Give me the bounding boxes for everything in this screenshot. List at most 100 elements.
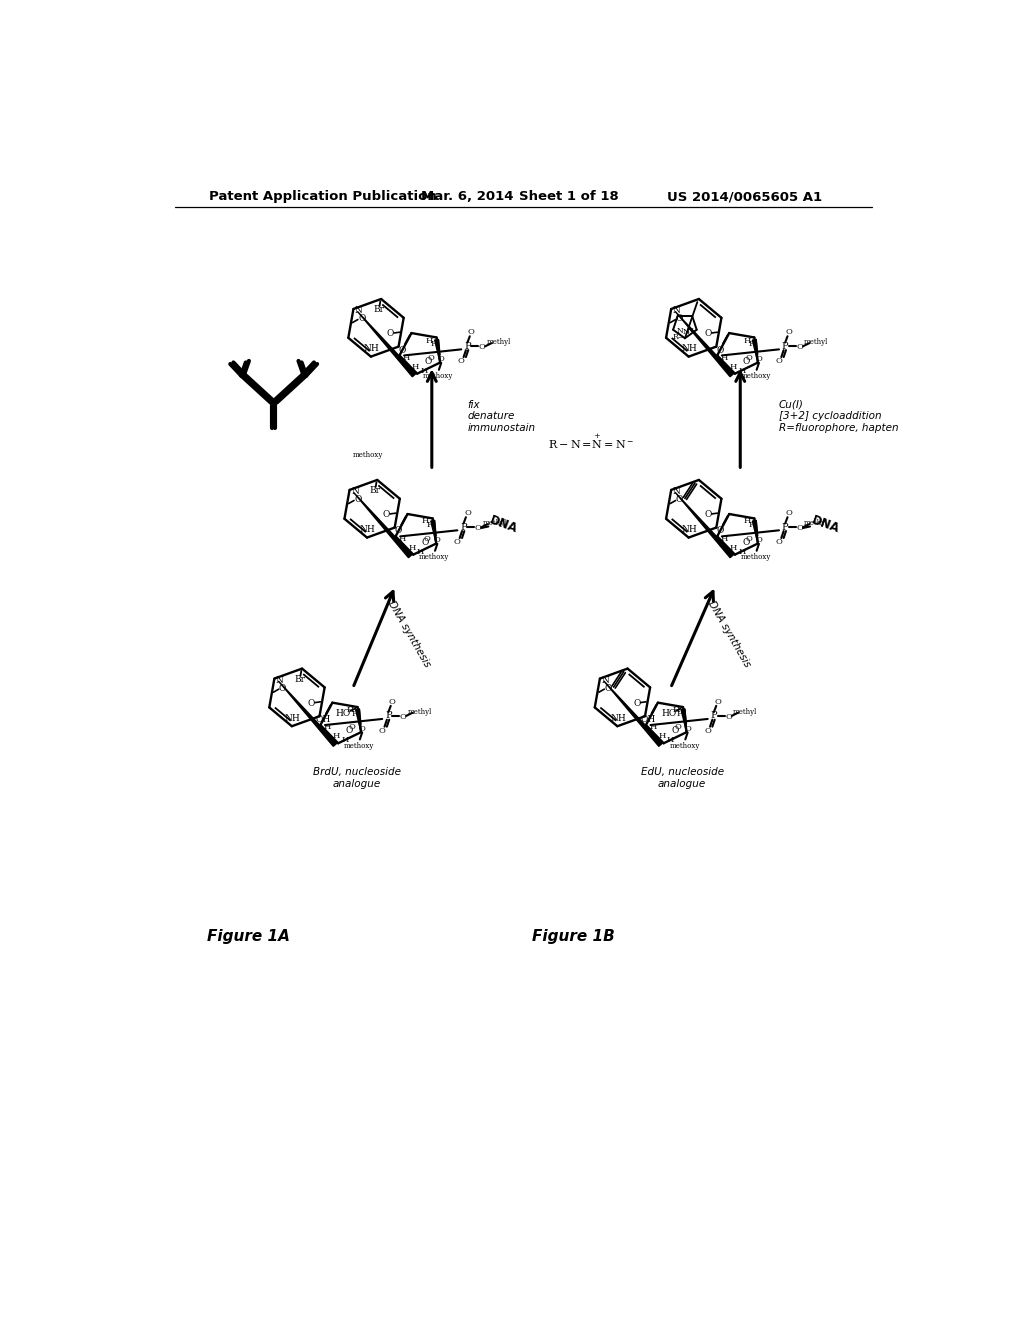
Text: H: H <box>409 544 416 552</box>
Text: O: O <box>398 346 406 355</box>
Text: methoxy: methoxy <box>423 372 454 380</box>
Text: H: H <box>667 737 674 744</box>
Text: methyl: methyl <box>486 338 511 346</box>
Text: O: O <box>705 329 712 338</box>
Text: N: N <box>686 327 693 335</box>
Text: N: N <box>673 306 681 315</box>
Text: Figure 1B: Figure 1B <box>532 928 615 944</box>
Text: NH: NH <box>285 714 300 723</box>
Text: O: O <box>387 329 394 338</box>
Text: Patent Application Publication: Patent Application Publication <box>209 190 437 203</box>
Text: Br: Br <box>370 486 380 495</box>
Text: H: H <box>426 337 433 345</box>
Text: DNA synthesis: DNA synthesis <box>706 599 752 669</box>
Text: methyl: methyl <box>804 519 828 528</box>
Polygon shape <box>434 339 440 363</box>
Text: $\mathregular{R-N=\!\overset{+}{N}=N^-}$: $\mathregular{R-N=\!\overset{+}{N}=N^-}$ <box>549 432 635 451</box>
Text: O: O <box>358 725 366 733</box>
Text: O: O <box>676 495 683 504</box>
Text: H: H <box>749 521 756 529</box>
Text: Cu(I)
[3+2] cycloaddition
R=fluorophore, hapten: Cu(I) [3+2] cycloaddition R=fluorophore,… <box>779 400 899 433</box>
Text: BrdU, nucleoside
analogue: BrdU, nucleoside analogue <box>312 767 400 789</box>
Text: O: O <box>421 537 428 546</box>
Text: H: H <box>421 367 428 375</box>
Text: O: O <box>464 510 471 517</box>
Text: H: H <box>721 535 728 543</box>
Text: DNA: DNA <box>810 513 842 535</box>
Text: N: N <box>677 327 683 335</box>
Text: H: H <box>402 354 411 362</box>
Text: O: O <box>354 495 361 504</box>
Text: OH: OH <box>641 715 656 725</box>
Text: P: P <box>464 342 471 351</box>
Text: O: O <box>358 314 366 323</box>
Text: DNA synthesis: DNA synthesis <box>386 599 432 669</box>
Text: fix
denature
immunostain: fix denature immunostain <box>467 400 536 433</box>
Text: DNA: DNA <box>488 513 519 535</box>
Text: H: H <box>333 733 340 741</box>
Text: O: O <box>756 536 763 544</box>
Text: OH: OH <box>315 715 331 725</box>
Text: O: O <box>672 726 679 735</box>
Text: methyl: methyl <box>482 519 507 528</box>
Text: O: O <box>756 355 763 363</box>
Text: Figure 1A: Figure 1A <box>207 928 290 944</box>
Text: O: O <box>454 537 461 546</box>
Text: P: P <box>782 342 788 351</box>
Text: H: H <box>730 544 737 552</box>
Text: O: O <box>379 726 386 734</box>
Text: O: O <box>705 726 711 734</box>
Text: O: O <box>742 537 751 546</box>
Text: O: O <box>307 698 315 708</box>
Text: O: O <box>428 354 434 362</box>
Text: methoxy: methoxy <box>344 742 374 750</box>
Polygon shape <box>357 312 416 376</box>
Text: P: P <box>460 523 467 532</box>
Text: methoxy: methoxy <box>419 553 450 561</box>
Text: H: H <box>677 710 684 718</box>
Text: P: P <box>711 711 717 721</box>
Text: O: O <box>797 343 804 351</box>
Text: O: O <box>604 684 612 693</box>
Text: Br: Br <box>374 305 384 314</box>
Text: US 2014/0065605 A1: US 2014/0065605 A1 <box>667 190 821 203</box>
Text: H: H <box>347 706 354 714</box>
Text: O: O <box>468 329 475 337</box>
Text: O: O <box>633 698 640 708</box>
Text: H: H <box>422 517 429 525</box>
Text: O: O <box>785 329 793 337</box>
Text: N: N <box>683 329 690 337</box>
Text: Sheet 1 of 18: Sheet 1 of 18 <box>519 190 620 203</box>
Polygon shape <box>355 709 361 733</box>
Text: P: P <box>385 711 392 721</box>
Text: O: O <box>785 510 793 517</box>
Text: H: H <box>417 548 424 556</box>
Text: H: H <box>730 363 737 371</box>
Text: R—: R— <box>673 334 686 342</box>
Text: H: H <box>649 723 656 731</box>
Text: O: O <box>716 346 724 355</box>
Text: NH: NH <box>682 525 697 535</box>
Text: O: O <box>346 726 353 735</box>
Text: methoxy: methoxy <box>353 451 383 459</box>
Polygon shape <box>431 520 436 544</box>
Text: N: N <box>355 306 362 315</box>
Text: H: H <box>341 737 349 744</box>
Text: O: O <box>458 356 465 364</box>
Polygon shape <box>279 681 337 746</box>
Text: methoxy: methoxy <box>740 372 771 380</box>
Text: H: H <box>743 337 751 345</box>
Text: N: N <box>601 676 609 685</box>
Polygon shape <box>675 492 733 557</box>
Text: O: O <box>434 536 440 544</box>
Text: NH: NH <box>610 714 626 723</box>
Text: methoxy: methoxy <box>670 742 699 750</box>
Polygon shape <box>753 339 758 363</box>
Text: O: O <box>775 537 782 546</box>
Text: HO: HO <box>336 709 351 718</box>
Text: O: O <box>674 723 681 731</box>
Text: N: N <box>275 676 284 685</box>
Text: O: O <box>684 725 691 733</box>
Text: O: O <box>399 713 407 721</box>
Text: O: O <box>745 535 753 543</box>
